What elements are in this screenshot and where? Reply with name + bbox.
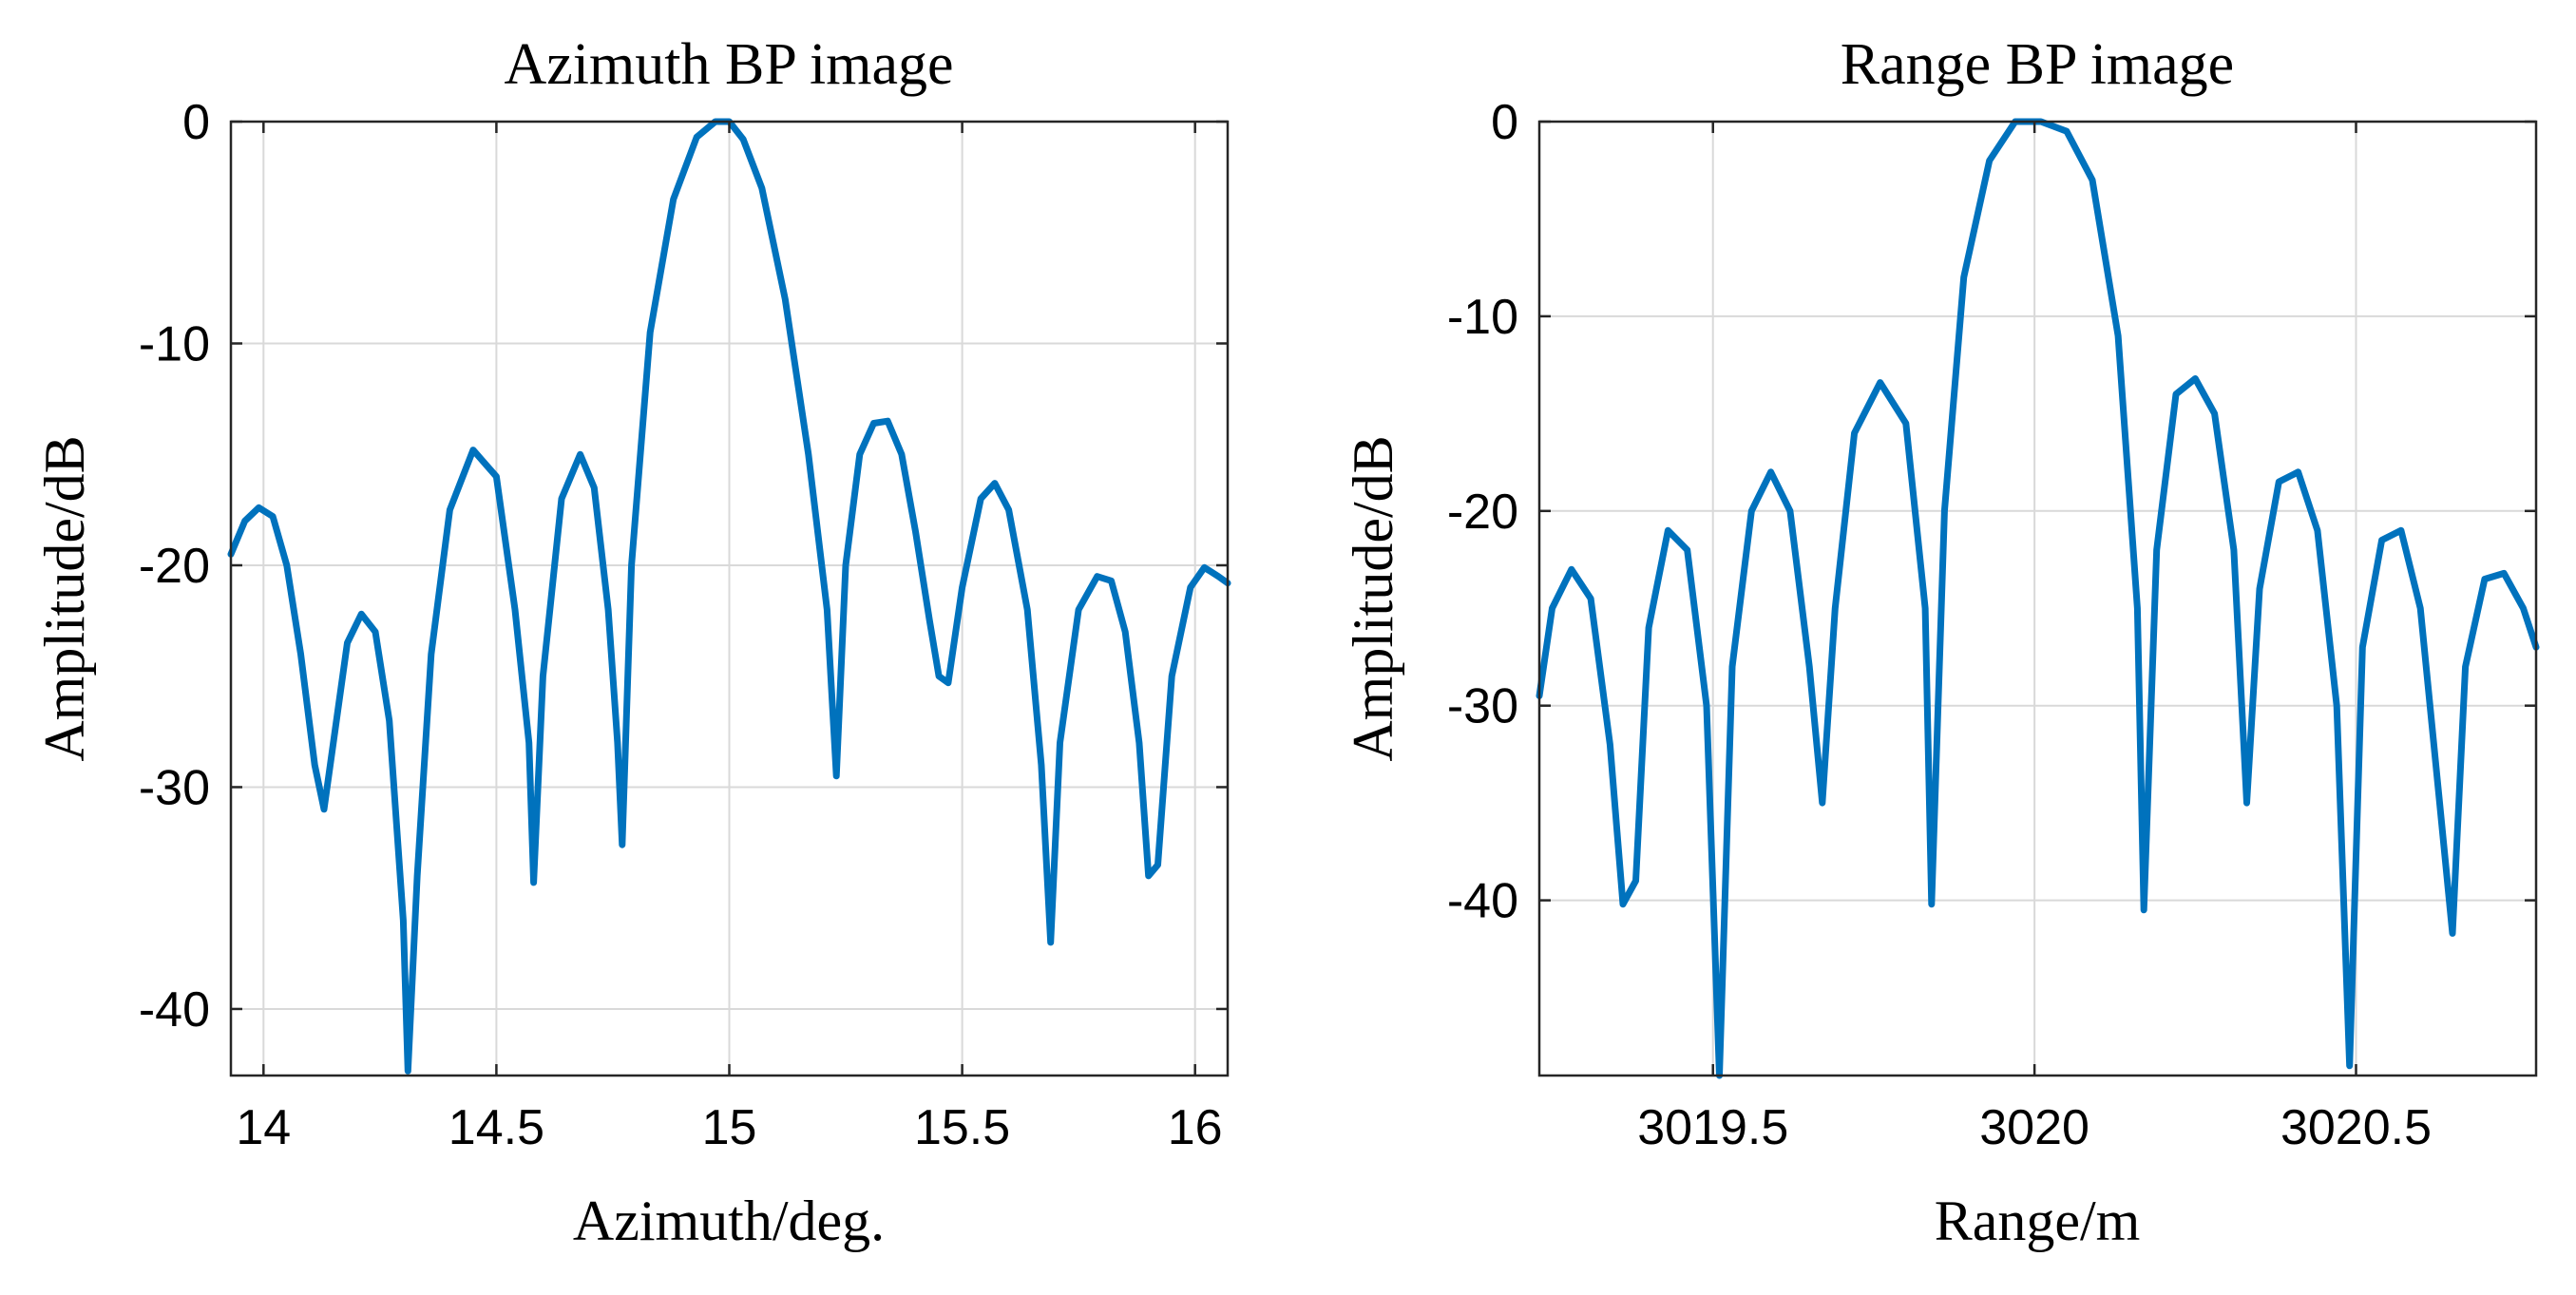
azimuth-x-axis-label: Azimuth/deg. <box>573 1190 885 1252</box>
range-axes-frame <box>1537 120 2538 1077</box>
range-y-tick-label: -10 <box>1447 290 1518 345</box>
range-x-tick-label: 3020 <box>1979 1100 2089 1155</box>
azimuth-ticks: 14 14.5 15 15.5 16 0 -10 -20 -30 -40 <box>139 95 1228 1155</box>
azimuth-y-axis-label: Amplitude/dB <box>33 435 96 761</box>
range-y-tick-label: 0 <box>1491 95 1518 150</box>
azimuth-x-tick-label: 15 <box>702 1100 757 1155</box>
azimuth-y-tick-label: -10 <box>139 316 210 371</box>
azimuth-x-tick-label: 14 <box>236 1100 291 1155</box>
azimuth-y-tick-label: -20 <box>139 539 210 594</box>
range-x-axis-label: Range/m <box>1935 1190 2141 1252</box>
azimuth-x-tick-label: 14.5 <box>448 1100 544 1155</box>
range-x-tick-label: 3020.5 <box>2280 1100 2432 1155</box>
range-chart: 3019.5 3020 3020.5 0 -10 -20 -30 -40 Range BP i… <box>1342 32 2540 1252</box>
range-ticks: 3019.5 3020 3020.5 0 -10 -20 -30 -40 <box>1447 95 2536 1155</box>
azimuth-y-tick-label: -40 <box>139 982 210 1038</box>
range-y-axis-label: Amplitude/dB <box>1342 435 1404 761</box>
azimuth-chart-title: Azimuth BP image <box>505 32 954 97</box>
range-y-tick-label: -30 <box>1447 679 1518 734</box>
azimuth-y-tick-label: 0 <box>182 95 210 150</box>
range-plot-background <box>1539 122 2536 1076</box>
azimuth-x-tick-label: 16 <box>1168 1100 1223 1155</box>
azimuth-chart: 14 14.5 15 15.5 16 0 -10 -20 -30 -40 Azimuth BP i… <box>33 32 1231 1252</box>
azimuth-y-tick-label: -30 <box>139 760 210 815</box>
range-chart-title: Range BP image <box>1841 32 2234 97</box>
azimuth-x-tick-label: 15.5 <box>914 1100 1010 1155</box>
range-x-tick-label: 3019.5 <box>1637 1100 1788 1155</box>
range-y-tick-label: -20 <box>1447 485 1518 540</box>
range-y-tick-label: -40 <box>1447 874 1518 929</box>
